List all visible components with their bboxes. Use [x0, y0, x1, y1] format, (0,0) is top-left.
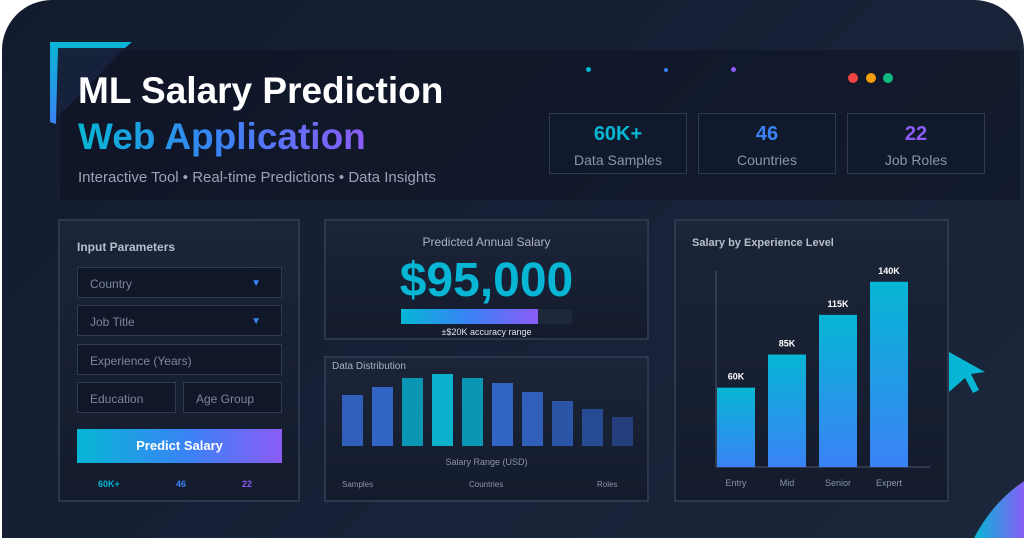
distribution-bar	[402, 378, 423, 446]
mini-stat-roles: 22	[242, 479, 253, 489]
distribution-bar	[582, 409, 603, 446]
footer-label-samples: Samples	[342, 480, 374, 489]
app-card: ML Salary Prediction Web Application Int…	[2, 0, 1024, 538]
x-tick-label: Expert	[876, 478, 903, 488]
stat-value: 60K+	[593, 123, 643, 145]
mini-stat-countries: 46	[176, 479, 187, 489]
distribution-bar	[432, 374, 453, 446]
distribution-bar	[612, 417, 633, 446]
page-title: ML Salary Prediction	[78, 70, 444, 111]
prediction-panel	[324, 219, 649, 340]
decor-dot	[664, 68, 668, 72]
decor-dot	[586, 67, 591, 72]
experience-bar	[819, 314, 857, 467]
bar-data-label: 140K	[878, 266, 900, 276]
country-label: Country	[90, 277, 133, 291]
distribution-bar	[522, 392, 543, 446]
window-maximize-dot[interactable]	[883, 73, 893, 83]
distribution-bar	[552, 401, 573, 446]
predicted-salary: $95,000	[399, 254, 574, 307]
education-placeholder: Education	[90, 392, 144, 406]
footer-label-countries: Countries	[469, 480, 504, 489]
window-close-dot[interactable]	[848, 73, 858, 83]
distribution-chart	[342, 374, 633, 446]
accuracy-bar-fill	[401, 309, 538, 324]
distribution-bar	[342, 395, 363, 446]
distribution-bar	[372, 387, 393, 446]
stat-job-roles: 22 Job Roles	[847, 113, 985, 174]
experience-chart: 60K Entry 85K Mid 115K Senior 140K Expert	[715, 266, 930, 488]
distribution-bar	[462, 378, 483, 446]
experience-bar	[768, 354, 806, 467]
education-input[interactable]: Education	[77, 382, 176, 413]
mini-stat-samples: 60K+	[98, 479, 120, 489]
stat-label: Data Samples	[574, 152, 662, 168]
job-title-label: Job Title	[90, 315, 135, 329]
distribution-bar	[492, 383, 513, 446]
country-select[interactable]: Country ▼	[77, 267, 282, 298]
window-minimize-dot[interactable]	[866, 73, 876, 83]
stat-data-samples: 60K+ Data Samples	[549, 113, 687, 174]
experience-input[interactable]: Experience (Years)	[77, 344, 282, 375]
x-tick-label: Senior	[825, 478, 851, 488]
stat-countries: 46 Countries	[698, 113, 836, 174]
corner-gradient-icon	[974, 481, 1024, 538]
stat-value: 46	[755, 123, 779, 145]
tagline: Interactive Tool • Real-time Predictions…	[78, 169, 436, 186]
job-title-select[interactable]: Job Title ▼	[77, 305, 282, 336]
age-group-input[interactable]: Age Group	[183, 382, 282, 413]
accuracy-label: ±$20K accuracy range	[441, 327, 532, 337]
distribution-xlabel: Salary Range (USD)	[445, 457, 528, 467]
page-subtitle: Web Application	[78, 116, 366, 157]
stat-label: Countries	[737, 152, 797, 168]
corner-accent-icon	[50, 42, 132, 124]
experience-placeholder: Experience (Years)	[90, 354, 192, 368]
accuracy-bar	[401, 309, 572, 324]
predict-salary-button[interactable]: Predict Salary	[77, 429, 282, 463]
x-tick-label: Mid	[780, 478, 795, 488]
footer-label-roles: Roles	[597, 480, 618, 489]
x-tick-label: Entry	[725, 478, 747, 488]
distribution-title: Data Distribution	[332, 361, 406, 372]
experience-chart-title: Salary by Experience Level	[692, 237, 834, 249]
stat-value: 22	[904, 123, 928, 145]
decor-dot	[731, 67, 736, 72]
bar-data-label: 85K	[779, 339, 796, 349]
age-group-placeholder: Age Group	[196, 392, 255, 406]
stat-label: Job Roles	[884, 152, 948, 168]
chevron-down-icon: ▼	[251, 316, 261, 327]
prediction-label: Predicted Annual Salary	[422, 235, 551, 249]
experience-bar	[870, 281, 908, 467]
experience-bar	[717, 387, 755, 467]
input-panel-title: Input Parameters	[77, 240, 176, 254]
chevron-down-icon: ▼	[251, 278, 261, 289]
bar-data-label: 60K	[728, 372, 745, 382]
bar-data-label: 115K	[827, 299, 849, 309]
cursor-icon	[949, 352, 985, 393]
